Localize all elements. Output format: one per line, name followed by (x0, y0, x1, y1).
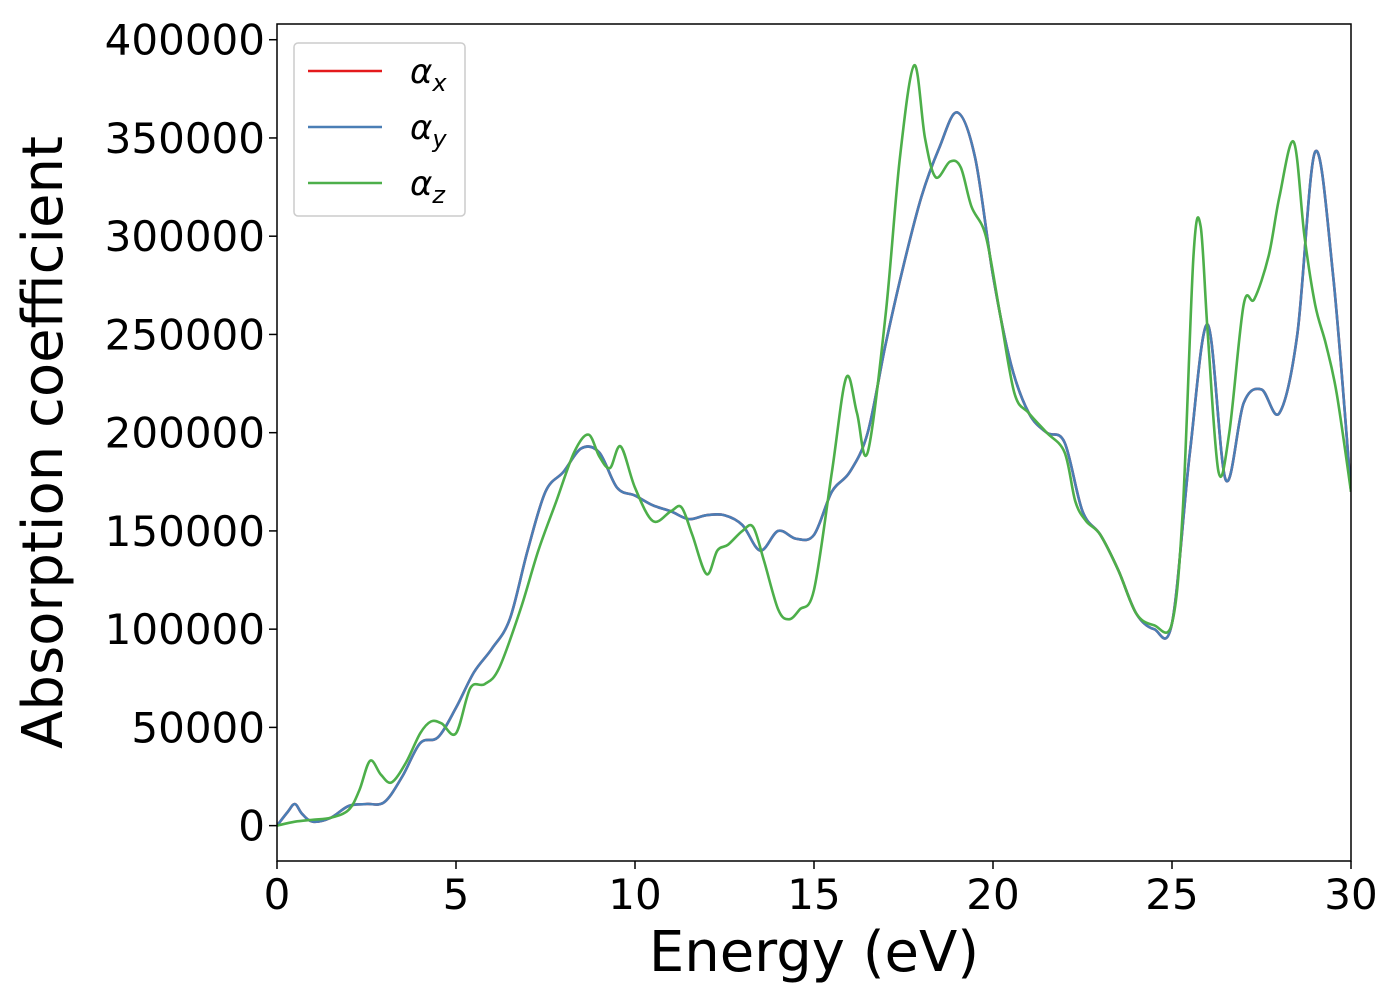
series-layer (277, 63, 1351, 827)
y-tick-label: 400000 (105, 16, 265, 65)
y-tick-label: 0 (238, 802, 265, 851)
legend-label: αy (410, 108, 447, 153)
x-axis-label: Energy (eV) (649, 920, 979, 985)
y-tick-label: 250000 (105, 310, 265, 359)
legend-item-z: αz (308, 164, 446, 209)
legend-label: αx (410, 52, 447, 97)
legend-label: αz (410, 164, 446, 209)
y-tick-label: 300000 (105, 212, 265, 261)
legend-label-subscript: x (431, 69, 447, 97)
legend-label-base: α (410, 52, 432, 92)
legend-label-base: α (410, 108, 432, 148)
y-tick-label: 100000 (105, 605, 265, 654)
x-tick-label: 20 (966, 870, 1019, 919)
x-tick-label: 5 (443, 870, 470, 919)
y-axis-ticks: 0 50000 100000 150000 200000 250000 300000 3500… (105, 16, 277, 851)
legend-item-x: αx (308, 52, 447, 97)
y-axis-label: Absorption coefficient (11, 136, 76, 749)
y-tick-label: 50000 (131, 703, 265, 752)
series-line-z (277, 63, 1351, 827)
x-axis-ticks: 0 5 10 15 20 25 30 (264, 861, 1378, 919)
y-tick-label: 150000 (105, 507, 265, 556)
x-tick-label: 30 (1324, 870, 1377, 919)
legend-label-base: α (410, 164, 432, 204)
x-tick-label: 15 (787, 870, 840, 919)
legend-box (293, 42, 466, 217)
y-tick-label: 200000 (105, 409, 265, 458)
series-line-y (277, 111, 1351, 827)
y-tick-label: 350000 (105, 114, 265, 163)
x-tick-label: 25 (1145, 870, 1198, 919)
legend-item-y: αy (308, 108, 447, 153)
legend-label-subscript: z (431, 181, 446, 209)
series-line-x (277, 111, 1351, 827)
legend-label-subscript: y (431, 125, 447, 153)
x-tick-label: 10 (608, 870, 661, 919)
x-tick-label: 0 (264, 870, 291, 919)
